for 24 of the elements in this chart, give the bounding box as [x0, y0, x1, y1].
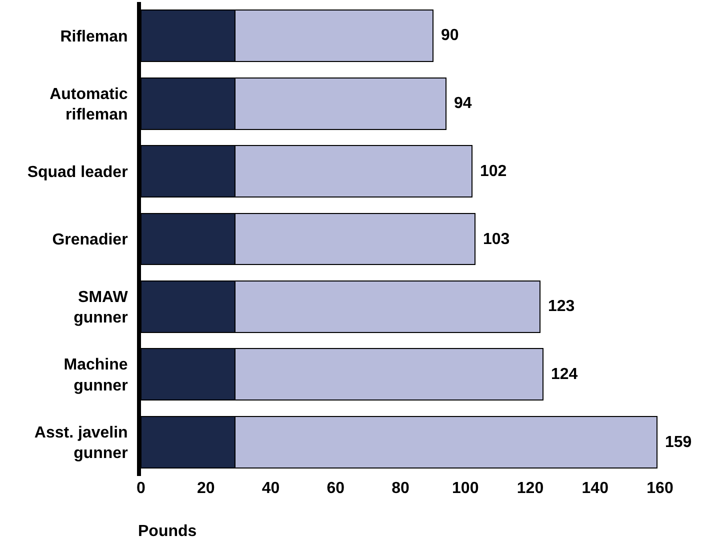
x-tick-label: 120	[516, 480, 544, 497]
y-tick-label: Automatic rifleman	[50, 86, 128, 124]
y-tick-label: Asst. javelin gunner	[34, 424, 128, 462]
x-tick-label: 60	[326, 480, 345, 497]
total-label: 102	[480, 163, 507, 180]
y-tick-label: Squad leader	[27, 164, 128, 181]
y-tick-label: Rifleman	[60, 28, 128, 46]
y-tick-label: Grenadier	[52, 232, 128, 249]
x-tick-label: 20	[196, 480, 215, 497]
y-tick-label: SMAW gunner	[74, 288, 129, 327]
total-label: 94	[454, 95, 472, 112]
x-tick-label: 100	[452, 480, 479, 497]
x-tick-label: 140	[582, 480, 609, 497]
total-label: 124	[551, 366, 578, 383]
y-tick-label: Machine gunner	[64, 356, 128, 394]
x-axis-title: Pounds	[138, 523, 197, 540]
total-label: 103	[483, 231, 510, 248]
total-label: 123	[548, 298, 575, 315]
x-tick-label: 40	[262, 480, 280, 497]
x-tick-label: 160	[646, 480, 674, 497]
x-tick-label: 80	[392, 480, 410, 497]
total-label: 90	[441, 27, 459, 44]
total-label: 159	[665, 434, 692, 451]
x-tick-label: 0	[136, 480, 146, 497]
